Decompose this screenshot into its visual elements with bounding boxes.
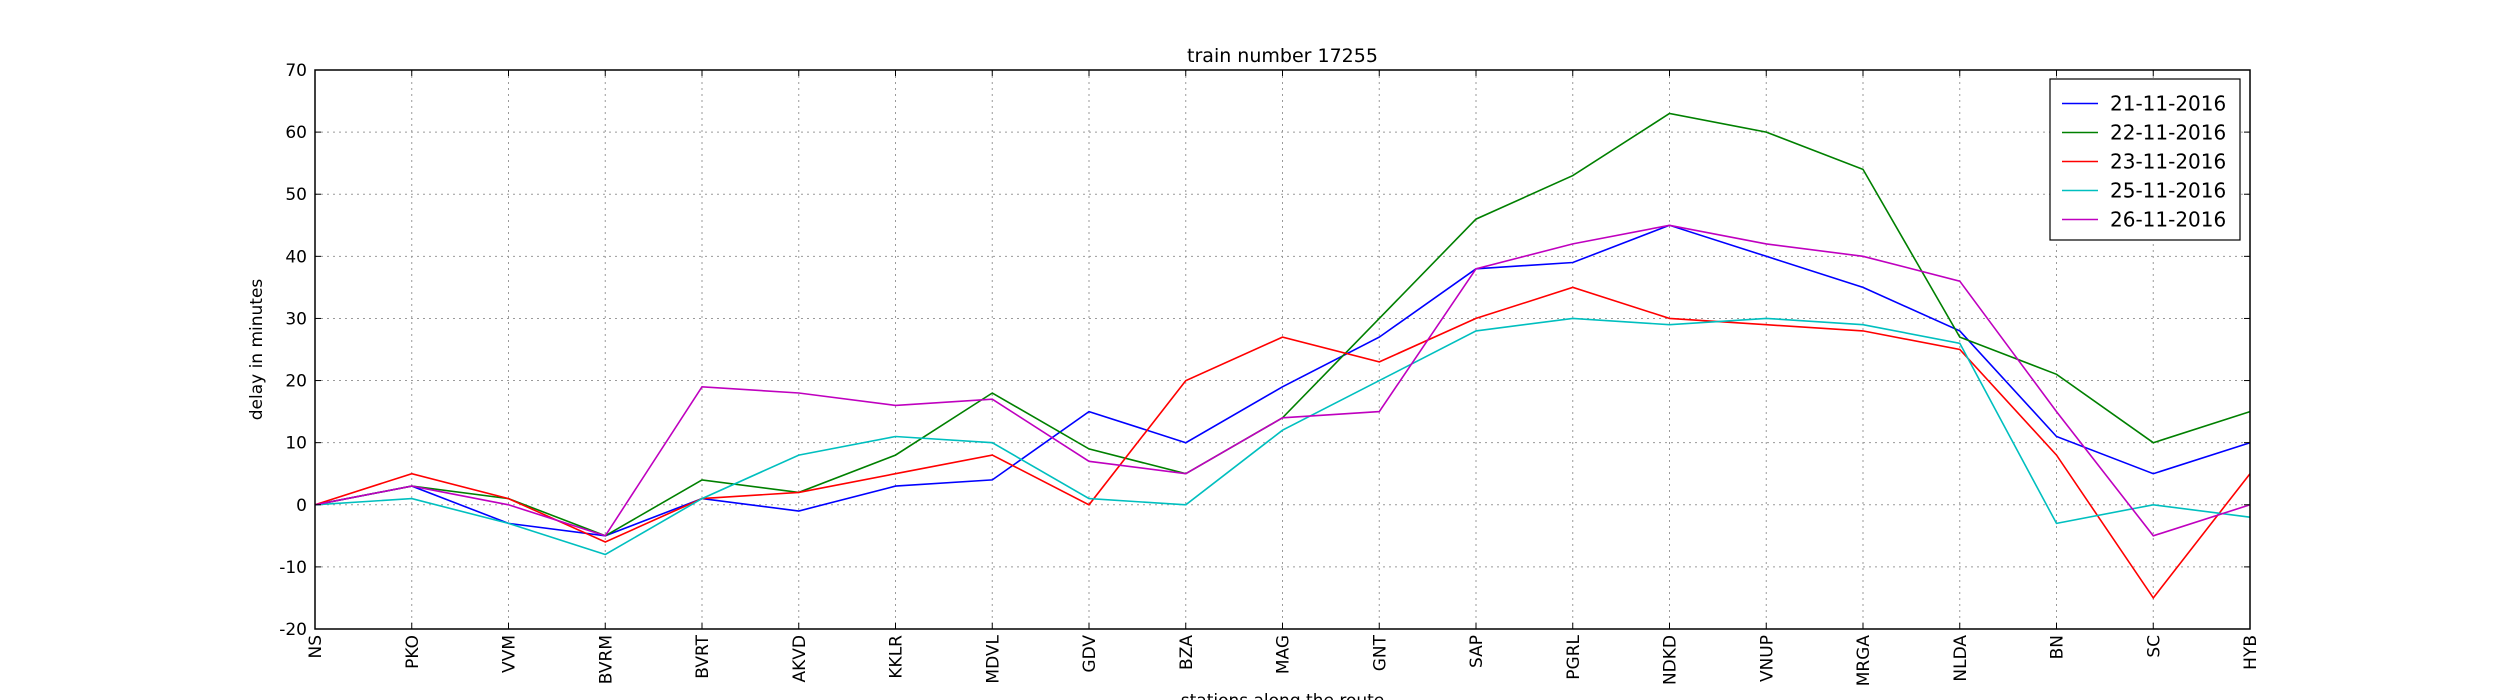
x-tick-label: NLDA xyxy=(1951,635,1971,682)
x-tick-label: AKVD xyxy=(790,635,810,683)
series-lines xyxy=(314,112,2251,600)
series-line-25-11-2016 xyxy=(314,317,2251,556)
y-tick-label: 70 xyxy=(285,61,307,81)
x-tick-label: MDVL xyxy=(983,634,1003,683)
x-tick-label: VNUP xyxy=(1757,635,1777,682)
x-tick-label: NS xyxy=(306,635,326,659)
x-tick-label: SAP xyxy=(1467,635,1487,668)
x-tick-label: BN xyxy=(2048,635,2068,659)
x-tick-label: SC xyxy=(2144,635,2164,658)
x-tick-label: MRGA xyxy=(1854,635,1874,687)
x-tick-label: GDV xyxy=(1080,635,1100,673)
legend-box xyxy=(2049,78,2241,241)
x-tick-label: GNT xyxy=(1370,634,1390,671)
x-tick-label: HYB xyxy=(2241,635,2261,670)
series-line-23-11-2016 xyxy=(314,286,2251,600)
y-tick-label: 10 xyxy=(285,434,307,454)
legend-label: 25-11-2016 xyxy=(2110,179,2226,203)
x-tick-label: MAG xyxy=(1274,635,1294,674)
y-tick-label: 50 xyxy=(285,185,307,205)
x-tick-label: BVRT xyxy=(693,634,713,678)
series-line-21-11-2016 xyxy=(314,224,2251,537)
legend-label: 21-11-2016 xyxy=(2110,92,2226,116)
x-axis-title: stations along the route xyxy=(1181,691,1385,700)
legend-label: 22-11-2016 xyxy=(2110,121,2226,145)
x-tick-label: PKO xyxy=(403,635,423,669)
y-tick-label: 0 xyxy=(296,496,307,516)
legend-label: 26-11-2016 xyxy=(2110,208,2226,232)
axis-ticks: -20 -10 0 10 20 30 40 50 60 70 NS PKO VVM BVRM BVRT AKV… xyxy=(279,61,2261,686)
y-tick-label: 30 xyxy=(285,309,307,329)
x-tick-label: BZA xyxy=(1177,635,1197,670)
x-tick-label: VVM xyxy=(500,635,520,673)
chart-title: train number 17255 xyxy=(1187,45,1378,67)
y-tick-label: 40 xyxy=(285,247,307,267)
y-tick-label: -10 xyxy=(279,558,307,578)
y-tick-label: 20 xyxy=(285,372,307,392)
y-tick-label: 60 xyxy=(285,123,307,143)
x-tick-label: KKLR xyxy=(887,635,907,679)
legend: 21-11-2016 22-11-2016 23-11-2016 25-11-2016… xyxy=(2049,78,2241,241)
series-line-26-11-2016 xyxy=(314,224,2251,537)
x-tick-label: NDKD xyxy=(1661,635,1681,685)
y-axis-title: delay in minutes xyxy=(247,279,267,421)
x-tick-label: BVRM xyxy=(596,635,616,684)
legend-label: 23-11-2016 xyxy=(2110,150,2226,174)
x-tick-label: PGRL xyxy=(1564,634,1584,679)
y-tick-label: -20 xyxy=(279,620,307,640)
